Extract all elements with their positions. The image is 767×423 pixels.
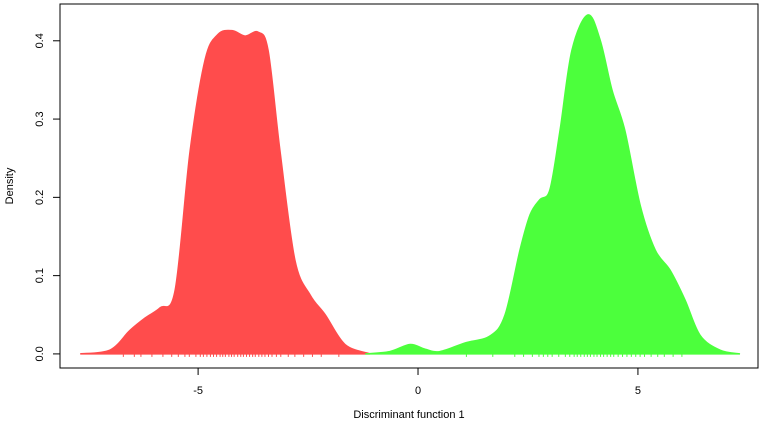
y-tick-label: 0.2 xyxy=(34,190,46,205)
y-tick-label: 0.3 xyxy=(34,111,46,126)
y-tick-label: 0.0 xyxy=(34,346,46,361)
x-tick-label: -5 xyxy=(193,385,203,397)
y-tick-label: 0.1 xyxy=(34,268,46,283)
y-tick-label: 0.4 xyxy=(34,33,46,48)
x-tick-label: 0 xyxy=(415,385,421,397)
density-area xyxy=(80,29,371,355)
density-area xyxy=(365,14,741,355)
x-tick-label: 5 xyxy=(635,385,641,397)
y-axis-label: Density xyxy=(4,167,16,204)
x-axis-label: Discriminant function 1 xyxy=(353,409,464,421)
